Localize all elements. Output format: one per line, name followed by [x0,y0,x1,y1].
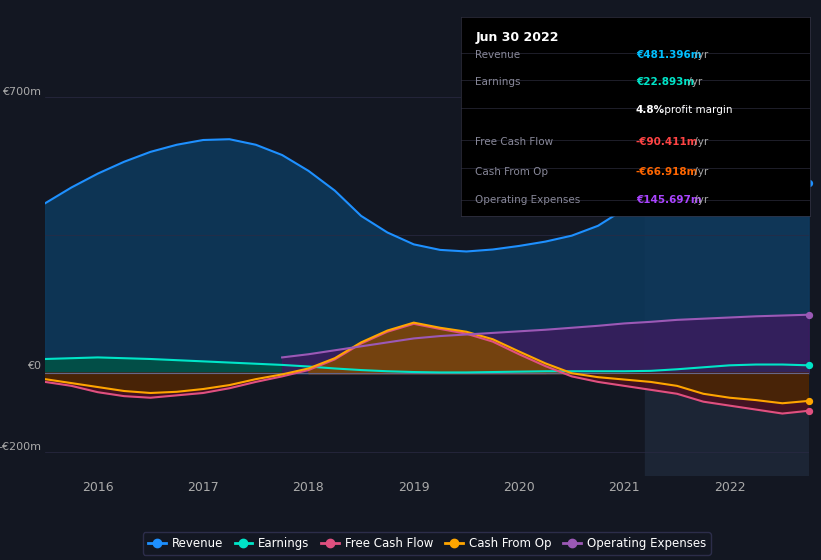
Text: Cash From Op: Cash From Op [475,167,548,177]
Text: €481.396m: €481.396m [636,50,701,59]
Text: €145.697m: €145.697m [636,195,702,205]
Bar [645,73,814,476]
Text: Revenue: Revenue [475,50,521,59]
Legend: Revenue, Earnings, Free Cash Flow, Cash From Op, Operating Expenses: Revenue, Earnings, Free Cash Flow, Cash … [143,533,711,555]
Text: Jun 30 2022: Jun 30 2022 [475,31,559,44]
Text: /yr: /yr [685,77,702,87]
Text: Earnings: Earnings [475,77,521,87]
Text: Free Cash Flow: Free Cash Flow [475,137,553,147]
Text: €700m: €700m [2,86,41,96]
Point [802,179,815,188]
Point [802,396,815,405]
Text: /yr: /yr [691,50,709,59]
Point [802,310,815,319]
Text: 4.8%: 4.8% [636,105,665,115]
Text: /yr: /yr [691,195,709,205]
Text: /yr: /yr [691,137,709,147]
Text: -€90.411m: -€90.411m [636,137,699,147]
Text: €22.893m: €22.893m [636,77,694,87]
Point [802,361,815,370]
Point [802,407,815,416]
Text: -€66.918m: -€66.918m [636,167,699,177]
Text: profit margin: profit margin [662,105,733,115]
Text: -€200m: -€200m [0,442,41,452]
Text: /yr: /yr [691,167,709,177]
Text: €0: €0 [27,361,41,371]
Text: Operating Expenses: Operating Expenses [475,195,580,205]
